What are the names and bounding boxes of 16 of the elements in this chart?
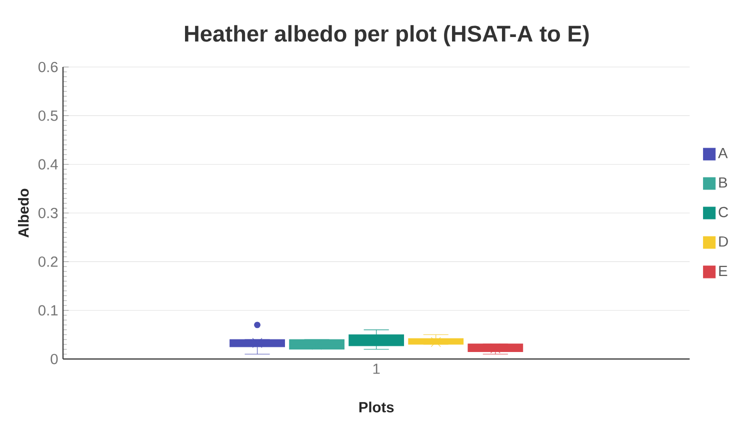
y-tick-label: 0.4	[38, 159, 58, 170]
legend-label: E	[719, 266, 728, 276]
y-tick-label: 0.2	[38, 256, 58, 267]
y-axis-title: Albedo	[18, 188, 29, 238]
legend-label: B	[719, 177, 728, 188]
chart-title: Heather albedo per plot (HSAT-A to E)	[185, 25, 589, 46]
x-tick-label: 1	[373, 364, 380, 374]
y-tick-label: 0.1	[38, 305, 58, 316]
y-tick-label: 0	[50, 354, 58, 364]
y-tick-label: 0.6	[38, 62, 58, 72]
legend-label: A	[718, 148, 728, 158]
legend-label: C	[718, 206, 728, 218]
y-tick-label: 0.5	[38, 110, 58, 121]
y-tick-label: 0.3	[38, 208, 58, 218]
x-axis-title: Plots	[359, 402, 394, 412]
legend-label: D	[719, 236, 728, 247]
